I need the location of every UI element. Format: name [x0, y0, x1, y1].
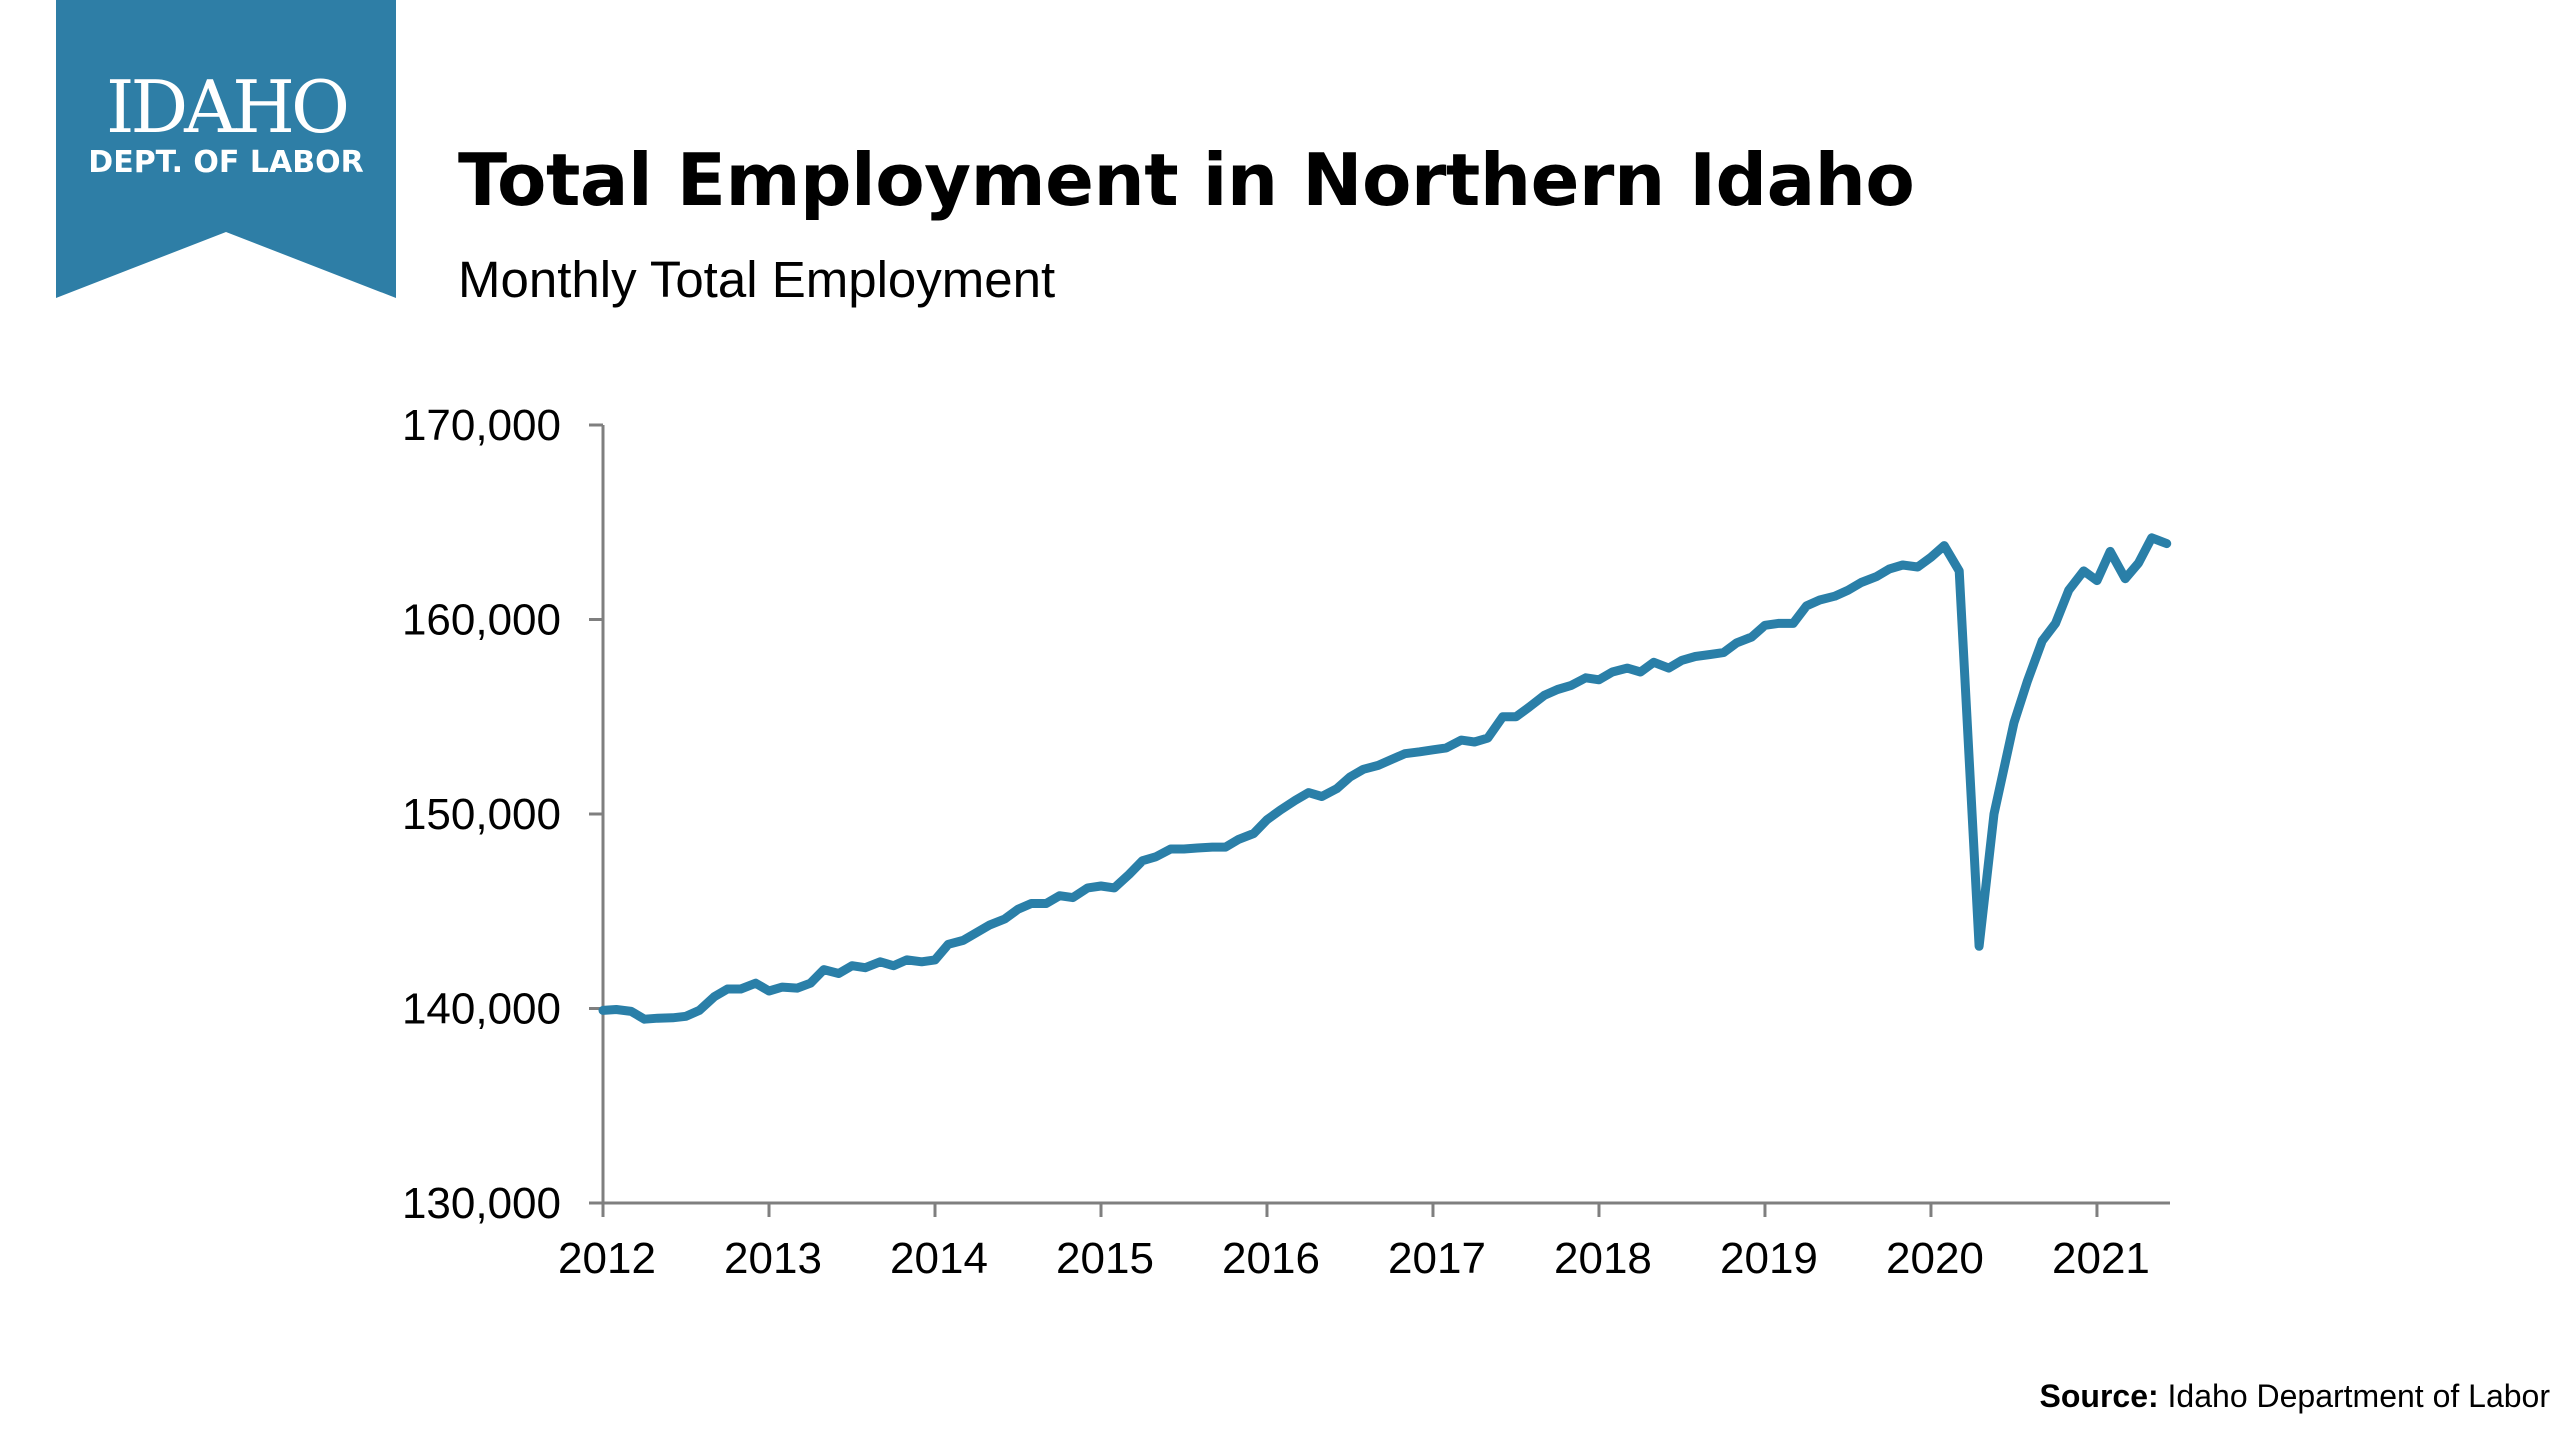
idaho-dept-of-labor-logo: IDAHO DEPT. OF LABOR [56, 0, 396, 298]
x-tick-label: 2012 [558, 1234, 656, 1283]
source-text: Idaho Department of Labor [2158, 1378, 2550, 1414]
x-tick-label: 2013 [724, 1234, 822, 1283]
series-line [598, 533, 2172, 1024]
y-tick-label: 170,000 [402, 401, 561, 450]
x-tick-label: 2014 [890, 1234, 988, 1283]
x-tick-label: 2016 [1222, 1234, 1320, 1283]
x-tick-label: 2019 [1720, 1234, 1818, 1283]
logo-wordmark: IDAHO [106, 65, 347, 149]
axes [601, 425, 2170, 1205]
logo-banner [56, 0, 396, 298]
x-tick-label: 2020 [1886, 1234, 1984, 1283]
x-tick-label: 2017 [1388, 1234, 1486, 1283]
y-tick-label: 160,000 [402, 596, 561, 645]
ticks: 130,000 140,000 150,000 160,000 170,000 2012 2… [402, 401, 2150, 1283]
chart-title: Total Employment in Northern Idaho [458, 138, 1915, 222]
y-tick-label: 130,000 [402, 1179, 561, 1228]
chart-subtitle: Monthly Total Employment [458, 251, 1056, 308]
y-tick-label: 150,000 [402, 790, 561, 839]
source-note: Source: Idaho Department of Labor [2040, 1378, 2551, 1415]
x-tick-label: 2018 [1554, 1234, 1652, 1283]
source-label: Source: [2039, 1378, 2159, 1414]
y-tick-label: 140,000 [402, 985, 561, 1034]
logo-subtext: DEPT. OF LABOR [88, 145, 363, 180]
x-tick-label: 2021 [2052, 1234, 2150, 1283]
x-tick-label: 2015 [1056, 1234, 1154, 1283]
